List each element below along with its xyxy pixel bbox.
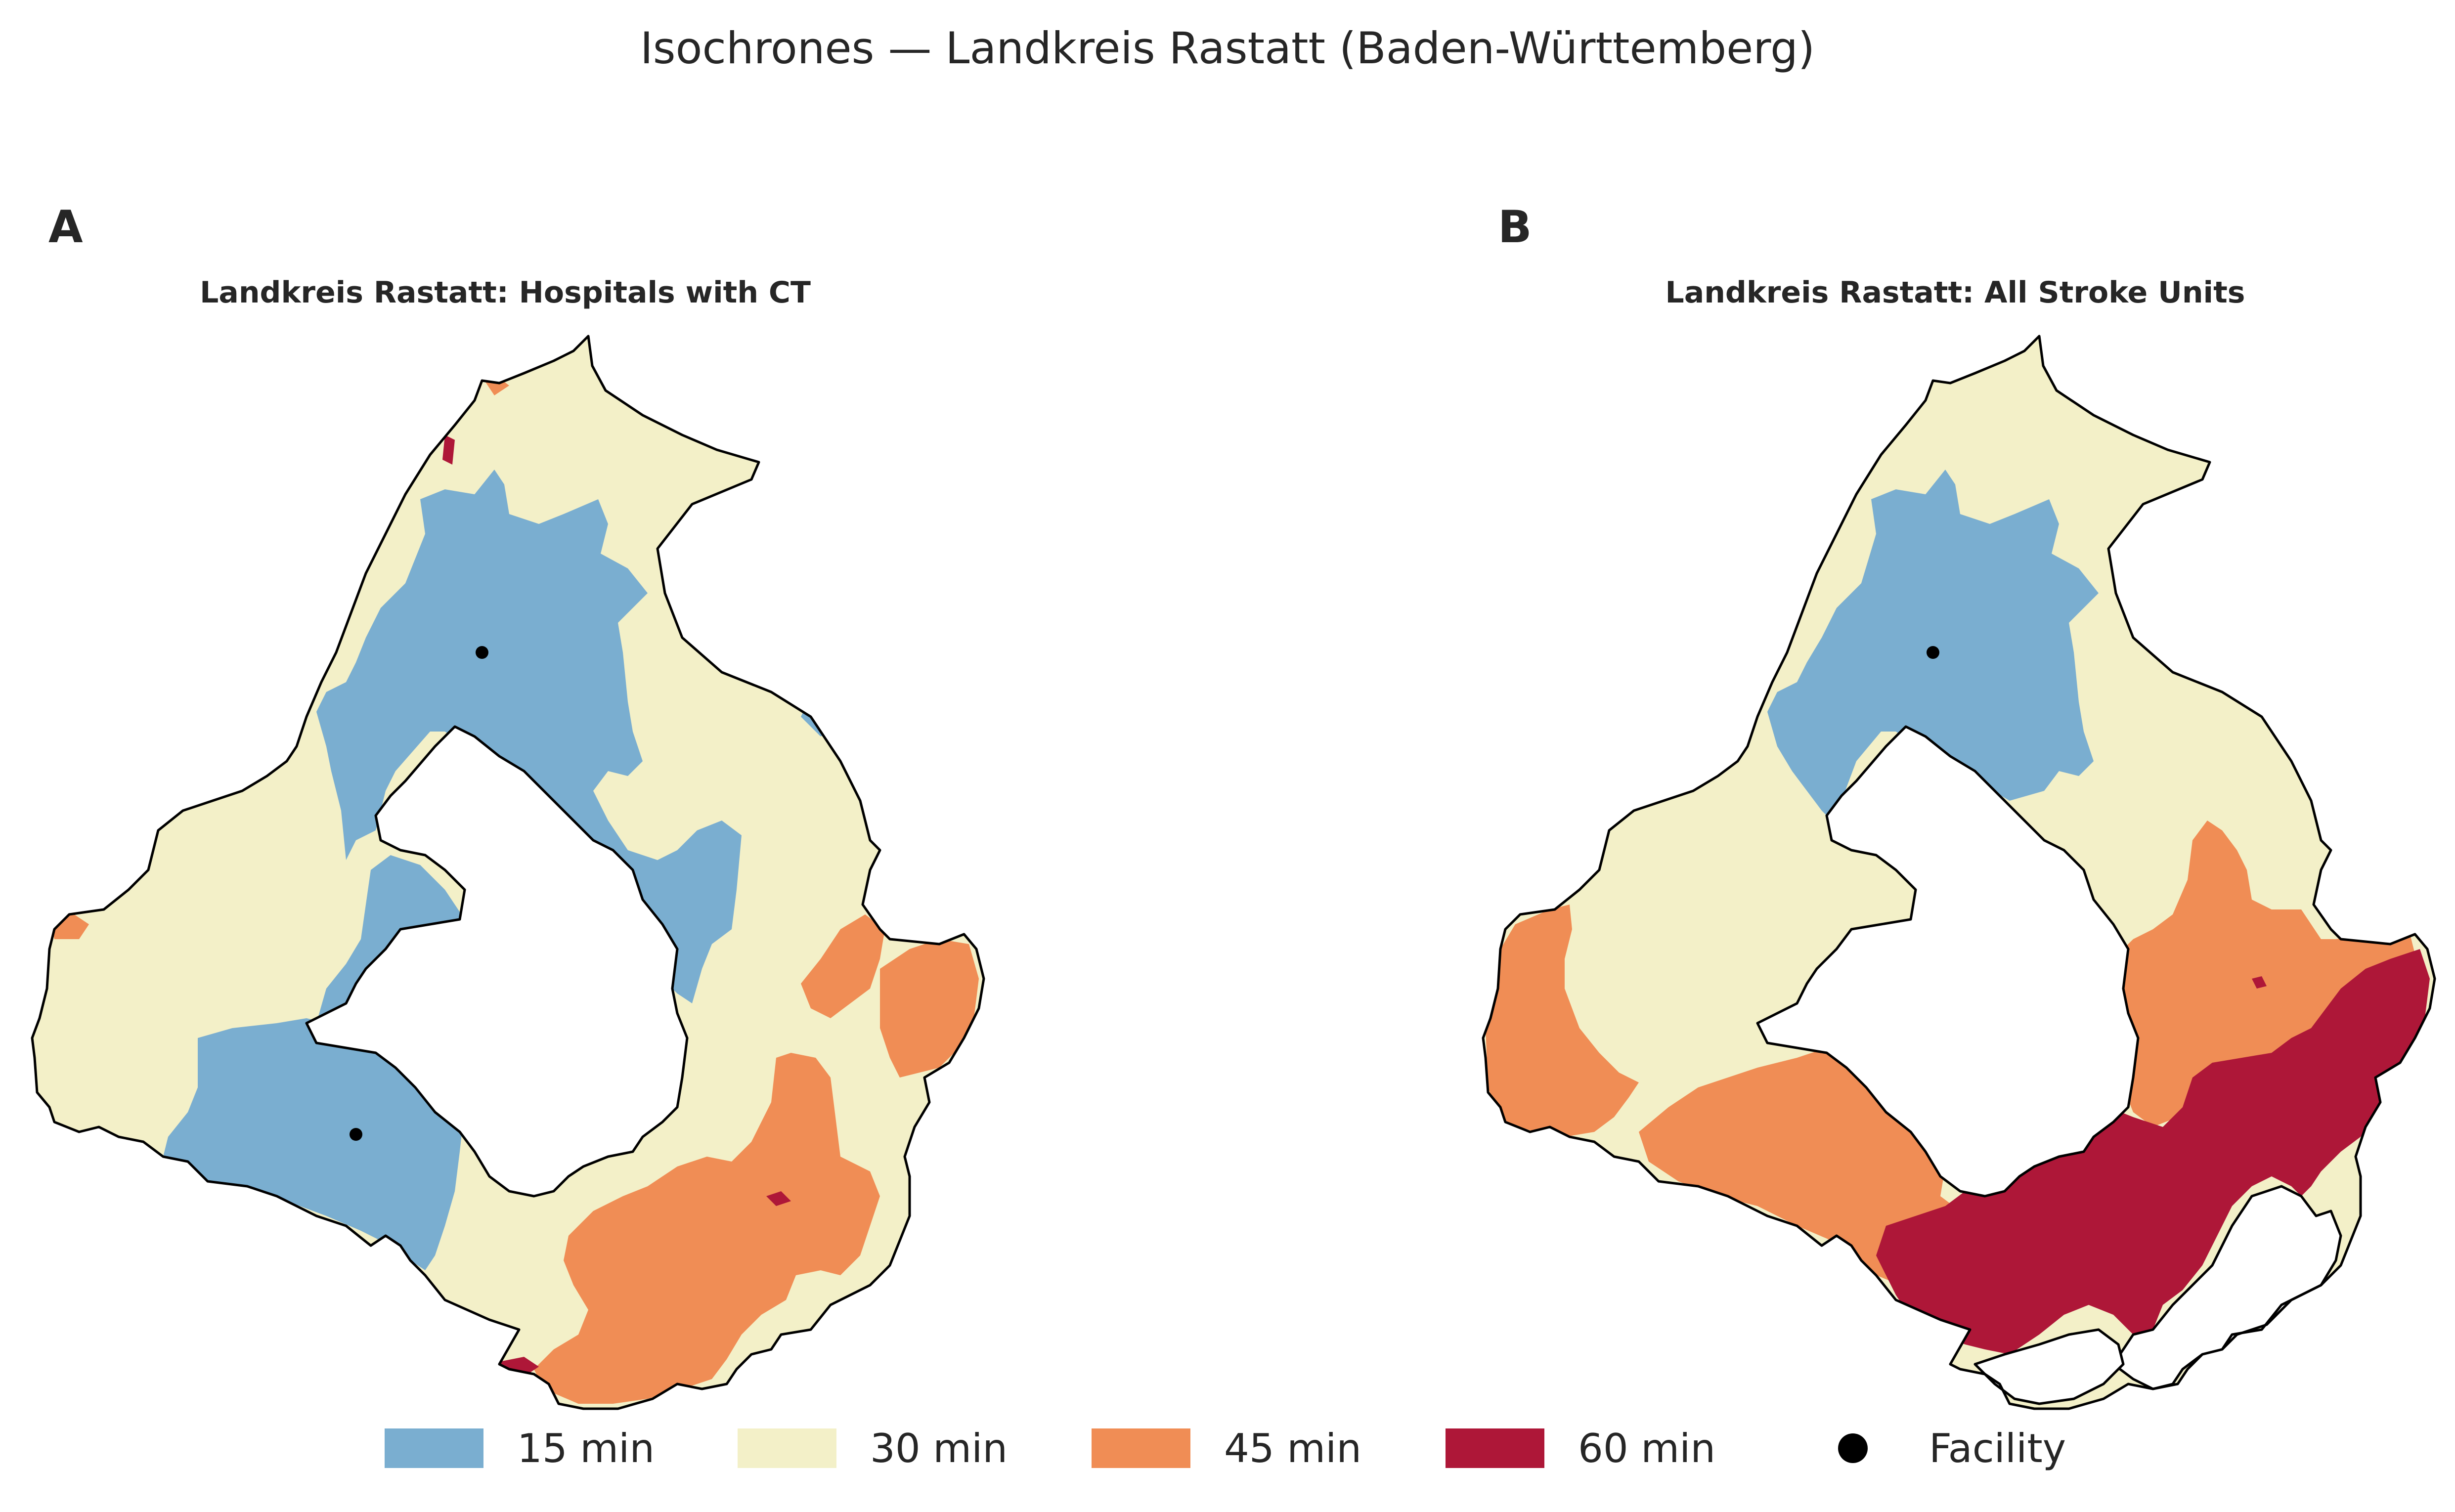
isochrone-60min-area: [766, 1191, 791, 1206]
excluded-area: [1973, 1328, 2125, 1405]
isochrone-15min-area: [163, 1018, 475, 1270]
facility-marker: [476, 646, 488, 659]
legend-label: 60 min: [1578, 1426, 1715, 1471]
legend-item-30min: 30 min: [738, 1426, 1008, 1471]
panel-b-map: [1451, 297, 2455, 1483]
isochrone-45min-area: [2108, 821, 2415, 1127]
legend-item-45min: 45 min: [1092, 1426, 1361, 1471]
facility-marker: [350, 1128, 362, 1141]
isochrone-45min-area: [880, 939, 979, 1078]
isochrone-60min-area: [2252, 976, 2267, 989]
panel-a-title: Landkreis Rastatt: Hospitals with CT: [200, 275, 811, 310]
panel-b-letter: B: [1498, 201, 1532, 253]
legend-swatch: [385, 1428, 483, 1468]
legend: 15 min 30 min 45 min 60 min Facility: [385, 1426, 2066, 1471]
legend-swatch: [738, 1428, 836, 1468]
isochrone-15min-area: [316, 855, 465, 1023]
isochrone-45min-area: [801, 914, 885, 1018]
isochrone-60min-area: [442, 435, 455, 465]
legend-label: 30 min: [870, 1426, 1008, 1471]
legend-label: 45 min: [1224, 1426, 1361, 1471]
legend-item-facility: Facility: [1838, 1426, 2066, 1471]
legend-item-15min: 15 min: [385, 1426, 655, 1471]
facility-marker-icon: [1838, 1433, 1868, 1463]
isochrone-15min-area: [1767, 470, 2099, 821]
legend-label: Facility: [1929, 1426, 2066, 1471]
isochrone-45min-area: [1486, 905, 1639, 1137]
legend-swatch: [1446, 1428, 1544, 1468]
isochrone-60min-area: [1876, 949, 2430, 1354]
legend-swatch: [1092, 1428, 1190, 1468]
panel-b: B Landkreis Rastatt: All Stroke Units: [1451, 201, 2455, 1483]
facility-marker: [1927, 646, 1939, 659]
isochrone-15min-area: [316, 470, 742, 1003]
figure-title: Isochrones — Landkreis Rastatt (Baden-Wü…: [640, 23, 1815, 74]
panel-a-letter: A: [48, 201, 83, 253]
legend-item-60min: 60 min: [1446, 1426, 1715, 1471]
isochrone-45min-area: [534, 1053, 880, 1404]
panel-a-map: [0, 297, 1038, 1483]
panel-a: A Landkreis Rastatt: Hospitals with CT: [0, 201, 1038, 1483]
legend-label: 15 min: [517, 1426, 655, 1471]
panel-b-title: Landkreis Rastatt: All Stroke Units: [1666, 275, 2245, 310]
